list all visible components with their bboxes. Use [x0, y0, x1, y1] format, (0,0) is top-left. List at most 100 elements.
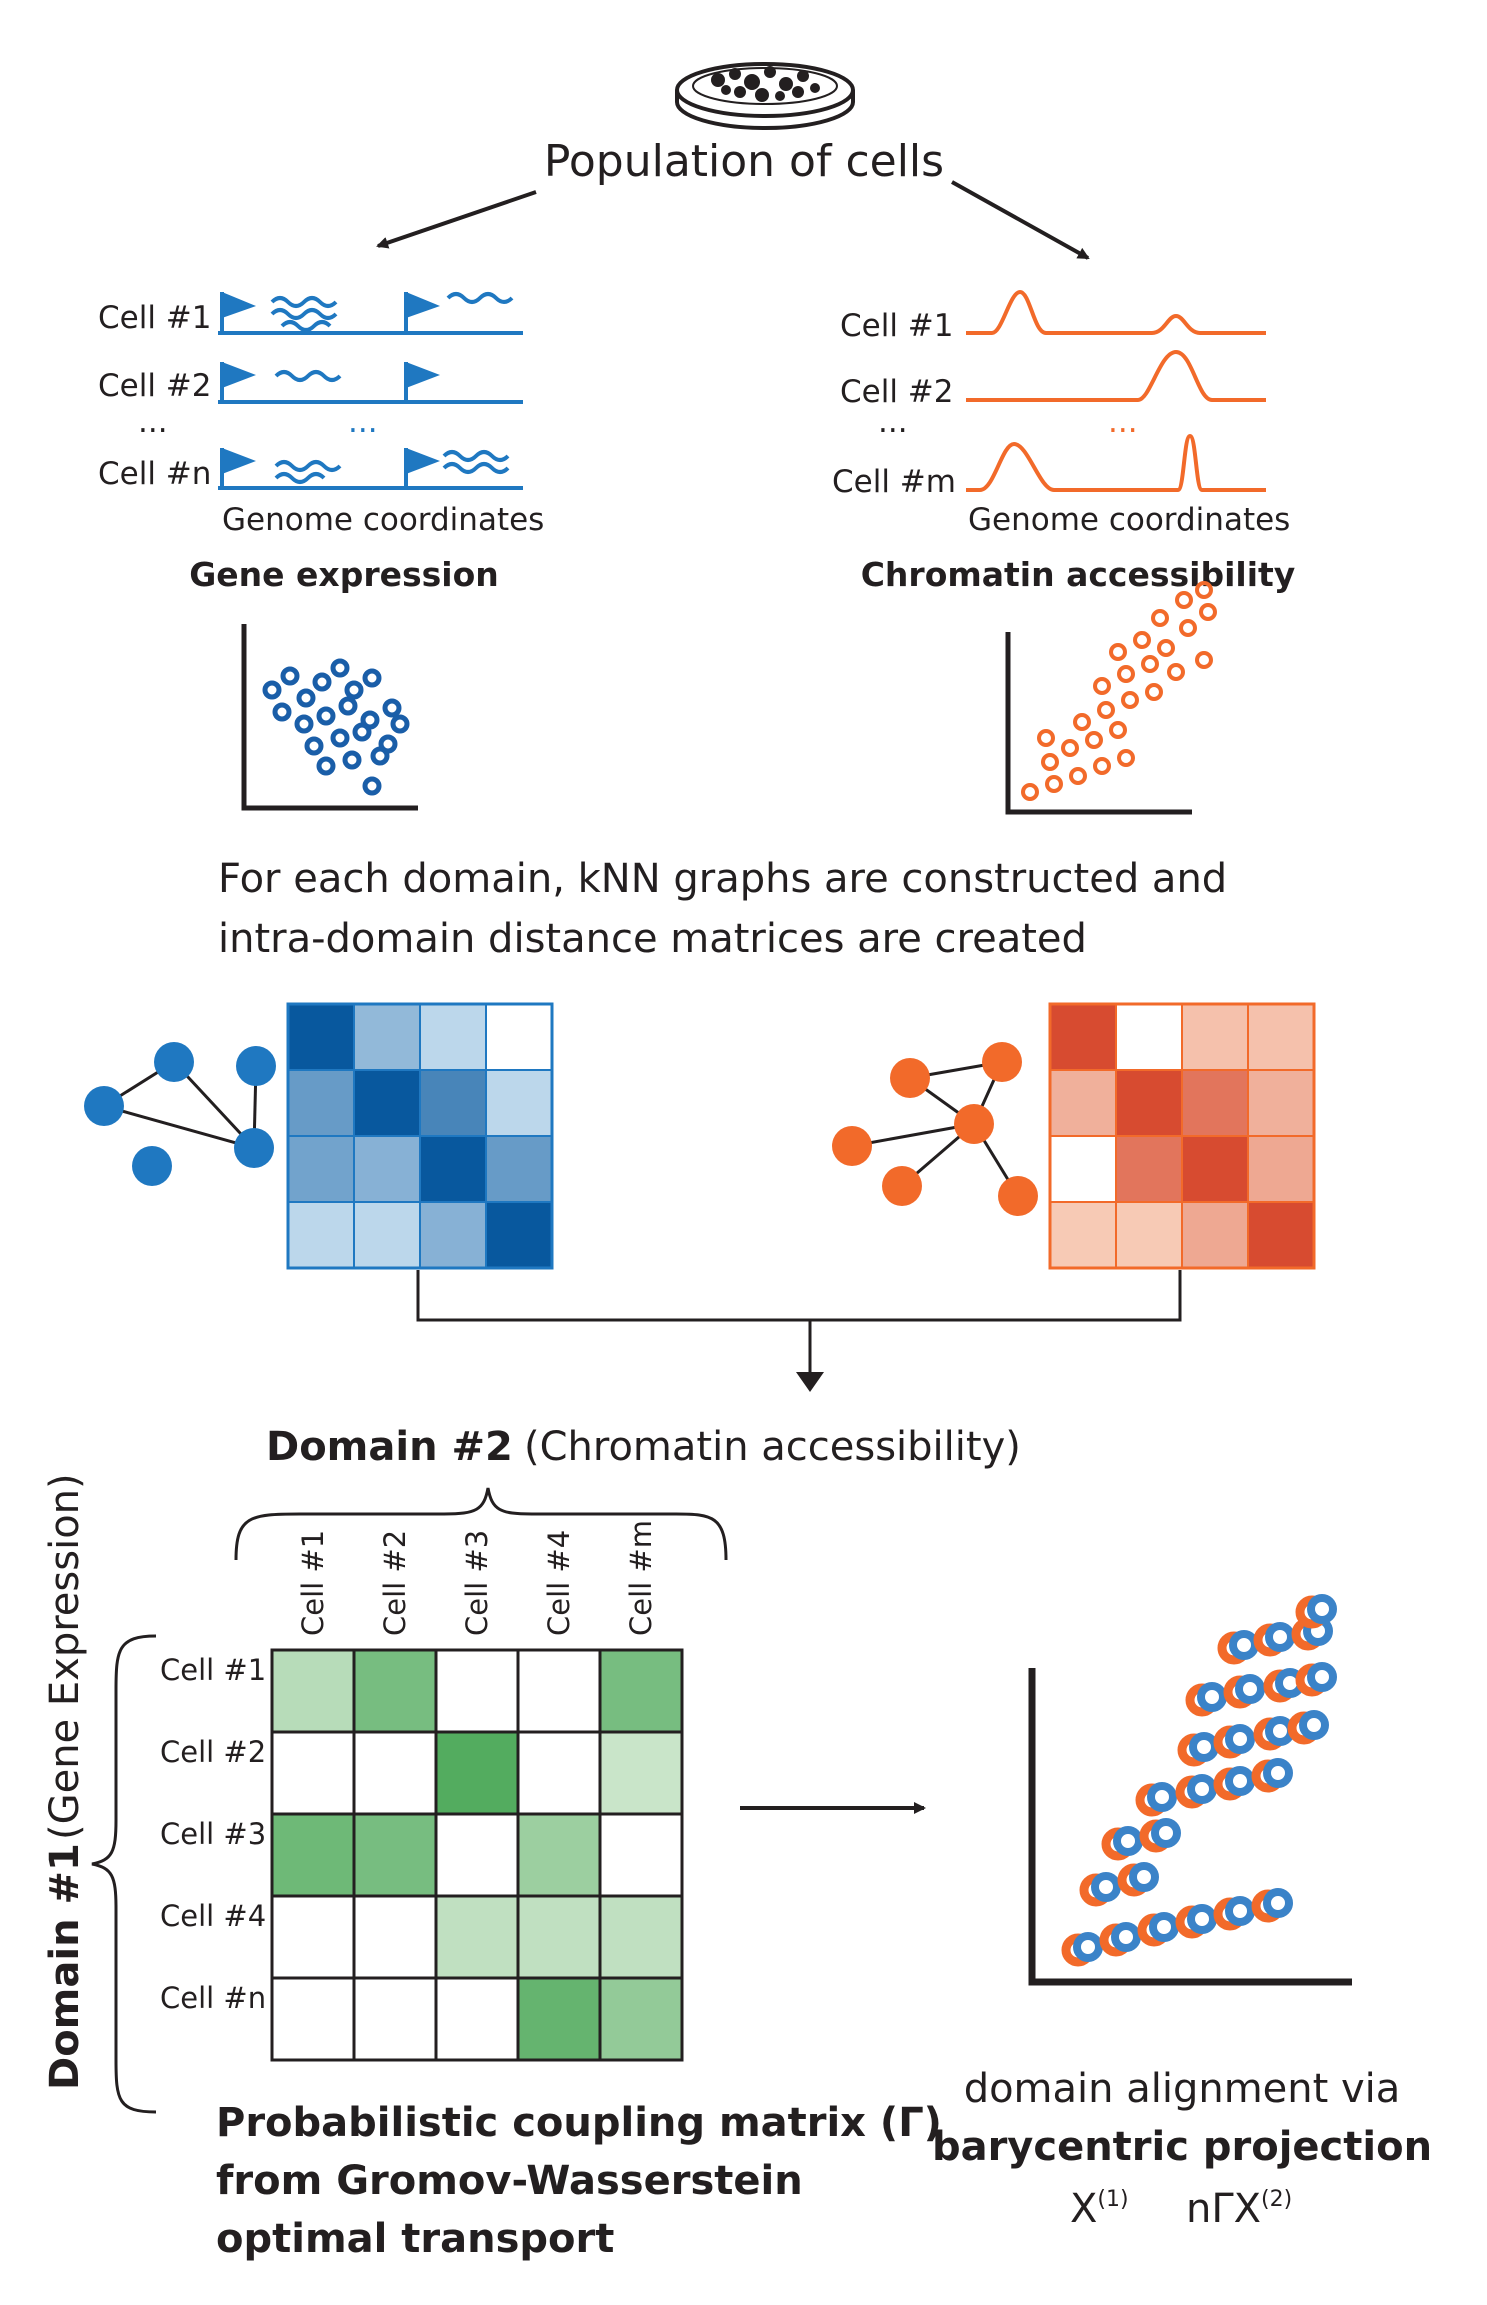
coupling-row-label: Cell #4	[160, 1899, 266, 1933]
accessibility-scatter-point	[1157, 639, 1175, 657]
accessibility-scatter-point	[1097, 701, 1115, 719]
accessibility-scatter-point	[1195, 581, 1213, 599]
coupling-row-label: Cell #1	[160, 1653, 266, 1687]
promoter-flag-icons	[222, 292, 440, 474]
accessibility-scatter-point	[1121, 691, 1139, 709]
domain1-subtitle: (Gene Expression)	[42, 1473, 88, 1840]
coupling-cell	[434, 1648, 520, 1734]
expression-scatter-point	[316, 706, 336, 726]
expression-scatter-point	[330, 658, 350, 678]
coupling-cell	[434, 1730, 520, 1816]
knn-caption-line2: intra-domain distance matrices are creat…	[218, 916, 1087, 962]
expression-distance-matrix-cell	[353, 1135, 421, 1203]
expression-scatter-point	[294, 714, 314, 734]
aligned-point-expression	[1073, 1932, 1103, 1962]
accessibility-axis-label: Genome coordinates	[968, 502, 1290, 538]
accessibility-distance-matrix-cell	[1049, 1201, 1117, 1269]
alignment-caption-line1: domain alignment via	[964, 2066, 1401, 2112]
accessibility-distance-matrix-cell	[1247, 1003, 1315, 1071]
accessibility-distance-matrix-cell	[1181, 1069, 1249, 1137]
coupling-cell	[598, 1976, 684, 2062]
aligned-point-expression	[1187, 1904, 1217, 1934]
aligned-point-expression	[1229, 1630, 1259, 1660]
domain1-title: Domain #1	[42, 1843, 88, 2090]
aligned-point-expression	[1151, 1818, 1181, 1848]
aligned-point-expression	[1307, 1662, 1337, 1692]
domain2-brace	[234, 1487, 728, 1561]
accessibility-scatter-point	[1041, 753, 1059, 771]
aligned-point-expression	[1113, 1826, 1143, 1856]
coupling-col-label: Cell #2	[378, 1530, 412, 1636]
aligned-point-expression	[1225, 1724, 1255, 1754]
aligned-point-expression	[1111, 1922, 1141, 1952]
expression-middle-dots: ...	[348, 404, 378, 440]
coupling-row-label: Cell #3	[160, 1817, 266, 1851]
accessibility-scatter	[1005, 581, 1217, 815]
aligned-point-expression	[1225, 1896, 1255, 1926]
accessibility-distance-matrix-cell	[1115, 1069, 1183, 1137]
expression-distance-matrix-cell	[419, 1003, 487, 1071]
accessibility-scatter-point	[1167, 663, 1185, 681]
alignment-x: X(1)	[1070, 2186, 1129, 2232]
aligned-point-expression	[1265, 1716, 1295, 1746]
expression-scatter-point	[382, 698, 402, 718]
coupling-col-label: Cell #4	[542, 1530, 576, 1636]
accessibility-distance-matrix-cell	[1115, 1003, 1183, 1071]
arrow-to-accessibility	[951, 180, 1090, 260]
expression-distance-matrix-cell	[419, 1069, 487, 1137]
expression-scatter	[241, 624, 418, 811]
arrow-to-expression	[376, 190, 537, 249]
expression-scatter-point	[304, 736, 324, 756]
accessibility-distance-matrix	[1048, 1002, 1316, 1270]
expression-distance-matrix-cell	[419, 1135, 487, 1203]
aligned-point-expression	[1263, 1758, 1293, 1788]
accessibility-scatter-point	[1141, 655, 1159, 673]
expression-distance-matrix-cell	[353, 1069, 421, 1137]
accessibility-scatter-point	[1109, 643, 1127, 661]
aligned-point-expression	[1189, 1732, 1219, 1762]
aligned-point-expression	[1235, 1674, 1265, 1704]
expression-distance-matrix-cell	[353, 1201, 421, 1269]
domain1-brace	[91, 1634, 157, 2114]
accessibility-scatter-point	[1109, 721, 1127, 739]
coupling-cell	[352, 1648, 438, 1734]
expression-scatter-point	[342, 750, 362, 770]
expression-scatter-point	[338, 696, 358, 716]
accessibility-cell-label-m: Cell #m	[832, 464, 956, 500]
accessibility-scatter-point	[1093, 677, 1111, 695]
accessibility-distance-matrix-cell	[1181, 1201, 1249, 1269]
accessibility-distance-matrix-cell	[1181, 1003, 1249, 1071]
expression-distance-matrix-cell	[419, 1201, 487, 1269]
accessibility-distance-matrix-cell	[1115, 1201, 1183, 1269]
accessibility-scatter-point	[1117, 749, 1135, 767]
expression-cell-label-2: Cell #2	[98, 368, 212, 404]
accessibility-scatter-point	[1133, 631, 1151, 649]
coupling-cell	[352, 1894, 438, 1980]
accessibility-title: Chromatin accessibility	[861, 555, 1296, 594]
accessibility-scatter-point	[1117, 665, 1135, 683]
accessibility-scatter-point	[1179, 619, 1197, 637]
coupling-cell	[516, 1894, 602, 1980]
coupling-row-label: Cell #2	[160, 1735, 266, 1769]
petri-dish-icon	[675, 62, 855, 130]
coupling-caption-line3: optimal transport	[216, 2216, 614, 2262]
coupling-cell	[270, 1894, 356, 1980]
expression-scatter-point	[362, 776, 382, 796]
expression-distance-matrix-cell	[287, 1069, 355, 1137]
coupling-cell	[352, 1730, 438, 1816]
expression-scatter-point	[344, 680, 364, 700]
accessibility-scatter-point	[1073, 713, 1091, 731]
expression-scatter-point	[330, 728, 350, 748]
coupling-matrix	[270, 1648, 684, 2062]
coupling-cell	[516, 1648, 602, 1734]
coupling-caption-line1: Probabilistic coupling matrix (Γ)	[216, 2100, 942, 2146]
aligned-point-expression	[1149, 1912, 1179, 1942]
expression-scatter-point	[390, 714, 410, 734]
coupling-cell	[516, 1730, 602, 1816]
accessibility-scatter-point	[1021, 783, 1039, 801]
coupling-cell	[434, 1894, 520, 1980]
accessibility-scatter-point	[1085, 731, 1103, 749]
expression-scatter-point	[312, 672, 332, 692]
expression-cell-label-1: Cell #1	[98, 300, 212, 336]
aligned-point-expression	[1299, 1710, 1329, 1740]
